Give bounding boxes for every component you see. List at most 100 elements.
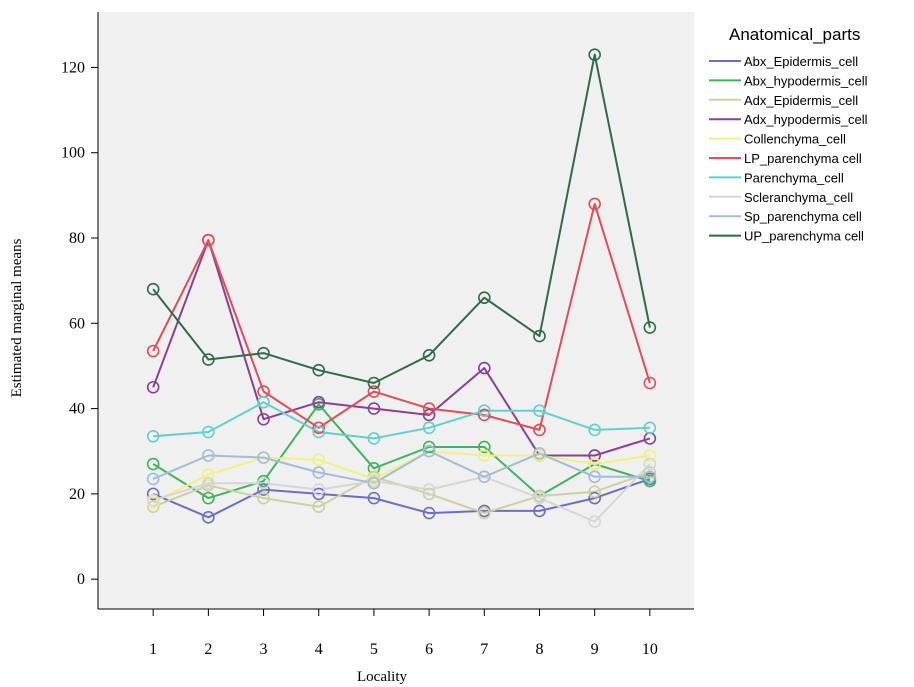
- data-point: [202, 353, 215, 366]
- data-point: [477, 440, 491, 454]
- data-point: [202, 468, 215, 481]
- data-point: [422, 402, 436, 415]
- series-markers: [146, 48, 657, 528]
- series-lines: [152, 53, 651, 523]
- data-point: [588, 48, 601, 61]
- data-point: [477, 470, 491, 484]
- data-point: [257, 451, 270, 464]
- data-point: [202, 449, 215, 462]
- legend-title: Anatomical_parts: [729, 25, 860, 44]
- legend-item-label: Adx_hypodermis_cell: [744, 112, 868, 127]
- data-point: [257, 476, 270, 490]
- legend: Anatomical_parts Abx_Epidermis_cell Abx_h…: [709, 25, 868, 244]
- data-point: [202, 511, 215, 524]
- data-point: [146, 493, 160, 507]
- data-point: [146, 282, 160, 296]
- legend-item-label: LP_parenchyma cell: [744, 151, 862, 166]
- x-tick-label: 7: [480, 641, 488, 658]
- data-point: [367, 385, 381, 398]
- legend-item-label: Scleranchyma_cell: [744, 190, 853, 205]
- legend-item-label: Abx_Epidermis_cell: [744, 54, 858, 69]
- data-point: [588, 197, 601, 211]
- y-tick-label: 100: [61, 145, 85, 162]
- x-tick-label: 1: [149, 641, 157, 658]
- data-point: [643, 466, 657, 479]
- data-point: [422, 348, 436, 362]
- series-line: [152, 477, 651, 519]
- data-point: [588, 515, 601, 528]
- data-point: [257, 395, 270, 409]
- x-tick-label: 5: [370, 641, 378, 658]
- data-point: [312, 487, 326, 501]
- data-point: [367, 376, 381, 390]
- data-point: [312, 466, 326, 479]
- series-line: [153, 401, 650, 440]
- data-point: [477, 449, 491, 462]
- data-point: [146, 472, 160, 486]
- legend-item-label: Adx_Epidermis_cell: [744, 93, 858, 108]
- x-axis-ticks: 1 2 3 4 5 6 7 8 9 10: [149, 609, 658, 658]
- series-line: [152, 202, 651, 431]
- data-point: [588, 491, 601, 505]
- series-line: [152, 463, 651, 523]
- data-point: [643, 321, 657, 334]
- x-axis-title: Locality: [357, 669, 407, 685]
- y-tick-label: 0: [77, 571, 85, 588]
- data-point: [146, 380, 160, 394]
- data-point: [146, 344, 160, 358]
- data-point: [146, 487, 160, 501]
- series-line: [152, 53, 651, 384]
- data-point: [367, 491, 381, 505]
- data-point: [422, 506, 436, 520]
- data-point: [312, 363, 326, 377]
- data-point: [257, 412, 270, 426]
- y-tick-label: 120: [61, 59, 85, 76]
- data-point: [477, 291, 491, 305]
- data-point: [202, 425, 215, 439]
- y-tick-label: 40: [69, 401, 85, 418]
- legend-item-label: Abx_hypodermis_cell: [744, 73, 868, 88]
- data-point: [422, 444, 436, 458]
- data-point: [533, 447, 546, 460]
- data-point: [588, 457, 601, 471]
- data-point: [643, 376, 657, 390]
- data-point: [312, 453, 326, 467]
- data-point: [588, 470, 601, 484]
- data-point: [202, 233, 215, 247]
- data-point: [312, 425, 326, 439]
- data-point: [422, 483, 436, 496]
- x-tick-label: 2: [204, 641, 212, 658]
- x-tick-label: 8: [535, 641, 543, 658]
- data-point: [643, 474, 657, 488]
- data-point: [312, 421, 326, 435]
- data-point: [533, 404, 546, 418]
- data-point: [477, 361, 491, 375]
- data-point: [643, 421, 657, 435]
- data-point: [367, 476, 381, 490]
- data-point: [257, 346, 270, 360]
- x-tick-label: 6: [425, 641, 433, 658]
- data-point: [477, 506, 491, 520]
- data-point: [146, 429, 160, 443]
- data-point: [422, 487, 436, 501]
- data-point: [643, 449, 657, 462]
- data-point: [367, 432, 381, 445]
- legend-item-label: UP_parenchyma cell: [744, 229, 864, 244]
- legend-item-label: Sp_parenchyma cell: [744, 209, 862, 224]
- data-point: [312, 483, 326, 496]
- y-tick-label: 60: [69, 315, 85, 332]
- data-point: [312, 395, 326, 409]
- x-tick-label: 10: [642, 641, 658, 658]
- series-line: [152, 239, 651, 457]
- series-line: [152, 450, 650, 485]
- y-tick-label: 80: [69, 230, 85, 247]
- data-point: [202, 476, 215, 490]
- plot-background: [98, 12, 694, 609]
- data-point: [533, 329, 546, 343]
- data-point: [477, 408, 491, 422]
- data-point: [643, 457, 657, 471]
- data-point: [422, 421, 436, 435]
- data-point: [588, 423, 601, 437]
- data-point: [257, 483, 270, 496]
